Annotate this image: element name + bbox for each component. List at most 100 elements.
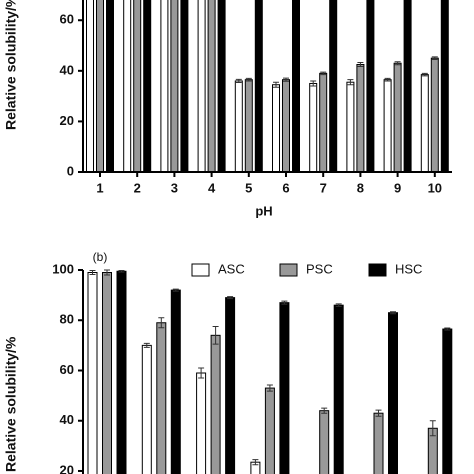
error-bar	[320, 71, 327, 76]
bar	[282, 79, 290, 172]
bar	[264, 387, 275, 474]
error-bar	[235, 78, 242, 83]
y-tick-label: 40	[60, 412, 74, 427]
error-bar	[375, 409, 382, 417]
bar	[292, 0, 300, 172]
error-bar	[266, 384, 273, 392]
bar	[319, 72, 328, 172]
error-bar	[335, 303, 342, 307]
bar	[210, 334, 221, 474]
y-tick-label: 0	[67, 163, 74, 178]
bar	[430, 57, 439, 172]
plot-area	[87, 269, 453, 474]
x-tick-label: 6	[282, 180, 289, 195]
x-tick-label: 1	[96, 180, 103, 195]
error-bar	[172, 288, 179, 292]
bar	[160, 0, 169, 172]
error-bar	[347, 79, 354, 86]
bar	[393, 62, 402, 172]
bar	[440, 0, 449, 172]
bar	[133, 0, 142, 172]
error-bar	[198, 367, 205, 379]
legend-label: ASC	[218, 261, 245, 276]
y-tick-label: 60	[60, 362, 74, 377]
bar	[197, 0, 206, 172]
bar	[329, 0, 338, 172]
bar	[388, 312, 398, 474]
y-tick-label: 40	[60, 62, 74, 77]
error-bar	[390, 311, 396, 315]
bar	[217, 0, 226, 172]
y-tick-label: 80	[60, 312, 74, 327]
bar	[254, 0, 263, 172]
bar	[319, 410, 330, 474]
error-bar	[118, 270, 125, 273]
error-bar	[281, 300, 288, 305]
bar	[272, 84, 280, 172]
x-tick-label: 5	[245, 180, 252, 195]
bar	[141, 344, 152, 474]
bar	[346, 81, 355, 172]
panel-label: (b)	[93, 250, 108, 264]
bar	[244, 79, 253, 172]
error-bar	[89, 270, 96, 276]
bar	[373, 412, 384, 474]
error-bar	[357, 61, 364, 68]
bar	[279, 302, 290, 474]
error-bar	[273, 81, 279, 88]
legend-label: HSC	[395, 261, 422, 276]
bar	[143, 0, 152, 172]
error-bar	[143, 342, 150, 348]
bar	[102, 272, 112, 474]
y-tick-label: 20	[60, 462, 74, 474]
error-bar	[321, 407, 328, 414]
bar	[196, 372, 207, 474]
error-bar	[227, 296, 234, 300]
bar	[116, 270, 127, 474]
x-tick-label: 8	[357, 180, 364, 195]
bar	[356, 64, 365, 172]
x-tick-label: 10	[428, 180, 442, 195]
error-bar	[421, 72, 428, 77]
error-bar	[394, 61, 401, 66]
error-bar	[252, 459, 259, 466]
error-bar	[384, 77, 391, 82]
legend-swatch	[279, 263, 298, 277]
bar	[309, 82, 318, 172]
y-tick-label: 20	[60, 113, 74, 128]
bar	[442, 328, 453, 474]
error-bar	[431, 56, 438, 60]
y-tick-label: 100	[52, 261, 74, 276]
bar	[123, 0, 132, 172]
legend-swatch	[368, 263, 387, 277]
bar	[234, 80, 243, 172]
bar	[366, 0, 375, 172]
y-axis-label: Relative solubility/%	[3, 336, 19, 472]
bar	[106, 0, 114, 172]
x-tick-label: 4	[208, 180, 216, 195]
bar	[207, 0, 216, 172]
error-bar	[158, 317, 165, 329]
bar	[156, 322, 167, 474]
legend-label: PSC	[306, 261, 333, 276]
bar	[333, 304, 344, 474]
bar	[96, 0, 104, 172]
bar	[225, 297, 236, 474]
y-axis-label: Relative solubility/%	[3, 0, 19, 130]
bar	[180, 0, 189, 172]
y-tick-label: 60	[60, 12, 74, 27]
x-tick-label: 2	[134, 180, 141, 195]
x-tick-label: 7	[320, 180, 327, 195]
bar	[383, 79, 392, 172]
plot-area	[86, 0, 449, 172]
bar	[87, 272, 98, 474]
error-bar	[444, 327, 451, 331]
x-tick-label: 3	[171, 180, 178, 195]
error-bar	[212, 326, 219, 345]
error-bar	[283, 77, 289, 82]
error-bar	[429, 420, 436, 437]
bar	[403, 0, 412, 172]
x-axis-label: pH	[255, 203, 272, 218]
